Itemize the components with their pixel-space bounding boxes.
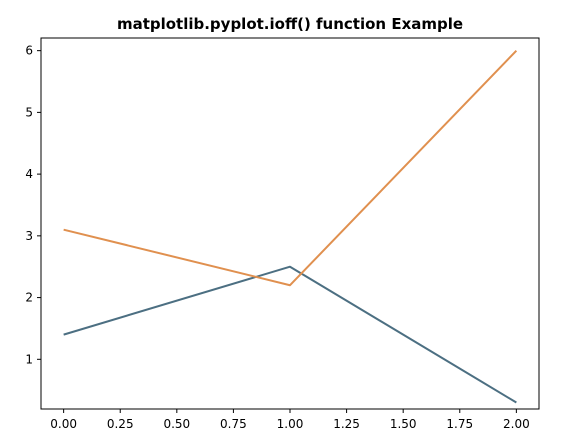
x-tick-label: 1.00 xyxy=(277,417,304,431)
y-tick-label: 4 xyxy=(25,167,33,181)
y-tick-label: 5 xyxy=(25,105,33,119)
plot-area: 0.00 0.25 0.50 0.75 1.00 1.25 1.50 1.75 2.00 1 2 3… xyxy=(25,37,540,431)
series-line-1 xyxy=(63,265,517,404)
x-tick-label: 0.25 xyxy=(107,417,134,431)
x-axis: 0.00 0.25 0.50 0.75 1.00 1.25 1.50 1.75 2.00 xyxy=(50,409,530,431)
x-tick-label: 1.75 xyxy=(446,417,473,431)
x-tick-label: 0.00 xyxy=(50,417,77,431)
series-layer xyxy=(63,49,518,404)
y-tick-label: 1 xyxy=(25,352,33,366)
x-tick-label: 2.00 xyxy=(503,417,530,431)
x-tick-label: 1.50 xyxy=(390,417,417,431)
y-tick-label: 3 xyxy=(25,229,33,243)
x-tick-label: 1.25 xyxy=(333,417,360,431)
y-tick-label: 2 xyxy=(25,291,33,305)
x-tick-label: 0.75 xyxy=(220,417,247,431)
y-axis: 1 2 3 4 5 6 xyxy=(25,44,41,366)
y-tick-label: 6 xyxy=(25,44,33,58)
x-tick-label: 0.50 xyxy=(163,417,190,431)
chart-title: matplotlib.pyplot.ioff() function Exampl… xyxy=(117,15,463,33)
axes-frame xyxy=(40,37,540,410)
series-line-2 xyxy=(63,49,518,287)
